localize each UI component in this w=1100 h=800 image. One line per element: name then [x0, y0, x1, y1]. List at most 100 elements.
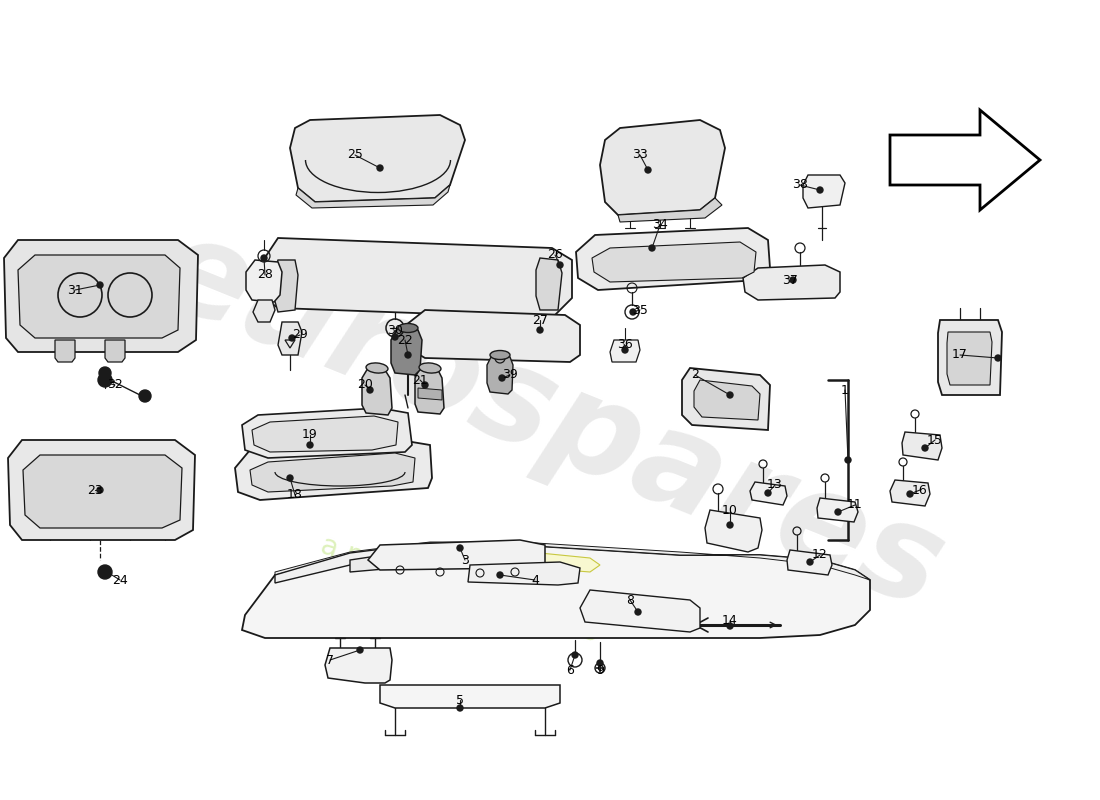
Polygon shape [890, 110, 1040, 210]
Circle shape [499, 375, 505, 381]
Circle shape [817, 187, 823, 193]
Polygon shape [600, 120, 725, 215]
Circle shape [261, 255, 267, 261]
Text: 5: 5 [456, 694, 464, 706]
Ellipse shape [490, 350, 510, 359]
Polygon shape [18, 255, 180, 338]
Text: 28: 28 [257, 269, 273, 282]
Polygon shape [253, 300, 275, 322]
Polygon shape [938, 320, 1002, 395]
Circle shape [727, 392, 733, 398]
Polygon shape [694, 380, 760, 420]
Circle shape [307, 442, 314, 448]
Polygon shape [576, 228, 770, 290]
Polygon shape [242, 545, 870, 638]
Polygon shape [536, 258, 562, 310]
Text: 35: 35 [632, 303, 648, 317]
Polygon shape [902, 432, 942, 460]
Polygon shape [275, 543, 530, 583]
Circle shape [289, 335, 295, 341]
Polygon shape [480, 553, 600, 572]
Text: 26: 26 [547, 249, 563, 262]
Ellipse shape [419, 363, 441, 373]
Circle shape [358, 647, 363, 653]
Polygon shape [487, 355, 513, 394]
Circle shape [97, 487, 103, 493]
Polygon shape [890, 480, 930, 506]
Polygon shape [742, 265, 840, 300]
Polygon shape [618, 198, 722, 222]
Circle shape [649, 245, 654, 251]
Text: 7: 7 [326, 654, 334, 666]
Text: 30: 30 [387, 323, 403, 337]
Text: 31: 31 [67, 283, 82, 297]
Circle shape [572, 652, 578, 658]
Circle shape [537, 327, 543, 333]
Polygon shape [705, 510, 762, 552]
Circle shape [287, 475, 293, 481]
Text: 2: 2 [691, 369, 698, 382]
Polygon shape [23, 455, 182, 528]
Circle shape [456, 705, 463, 711]
Polygon shape [258, 238, 572, 318]
Circle shape [497, 572, 503, 578]
Text: 15: 15 [927, 434, 943, 446]
Polygon shape [104, 340, 125, 362]
Polygon shape [55, 340, 75, 362]
Polygon shape [250, 453, 415, 492]
Circle shape [392, 334, 398, 340]
Circle shape [645, 167, 651, 173]
Text: 3: 3 [461, 554, 469, 566]
Text: 21: 21 [412, 374, 428, 386]
Polygon shape [242, 408, 412, 458]
Circle shape [104, 380, 110, 386]
Text: 4: 4 [531, 574, 539, 586]
Text: 6: 6 [566, 663, 574, 677]
Polygon shape [406, 310, 580, 362]
Text: 37: 37 [782, 274, 797, 286]
Circle shape [597, 660, 603, 666]
Text: 32: 32 [107, 378, 123, 391]
Circle shape [422, 382, 428, 388]
Text: a passion since 1985: a passion since 1985 [317, 531, 603, 649]
Polygon shape [390, 328, 422, 375]
Polygon shape [252, 416, 398, 452]
Circle shape [922, 445, 928, 451]
Polygon shape [350, 548, 530, 572]
Text: eurospares: eurospares [140, 205, 960, 635]
Text: 39: 39 [502, 369, 518, 382]
Text: 19: 19 [302, 429, 318, 442]
Circle shape [104, 569, 110, 575]
Text: 11: 11 [847, 498, 862, 511]
Text: 38: 38 [792, 178, 807, 191]
Ellipse shape [366, 363, 388, 373]
Polygon shape [368, 540, 544, 570]
Polygon shape [415, 368, 444, 414]
Text: 20: 20 [358, 378, 373, 391]
Polygon shape [580, 590, 700, 632]
Circle shape [835, 509, 842, 515]
Text: 27: 27 [532, 314, 548, 326]
Polygon shape [418, 388, 442, 400]
Polygon shape [4, 240, 198, 352]
Circle shape [764, 490, 771, 496]
Text: 34: 34 [652, 218, 668, 231]
Polygon shape [8, 440, 195, 540]
Polygon shape [468, 562, 580, 585]
Polygon shape [324, 648, 392, 683]
Polygon shape [379, 685, 560, 708]
Circle shape [98, 565, 112, 579]
Circle shape [98, 373, 112, 387]
Polygon shape [817, 498, 858, 522]
Text: 36: 36 [617, 338, 632, 351]
Polygon shape [803, 175, 845, 208]
Circle shape [630, 309, 636, 315]
Polygon shape [592, 242, 756, 282]
Circle shape [908, 491, 913, 497]
Polygon shape [275, 542, 870, 580]
Circle shape [727, 623, 733, 629]
Circle shape [845, 457, 851, 463]
Polygon shape [786, 550, 832, 575]
Polygon shape [290, 115, 465, 202]
Circle shape [99, 367, 111, 379]
